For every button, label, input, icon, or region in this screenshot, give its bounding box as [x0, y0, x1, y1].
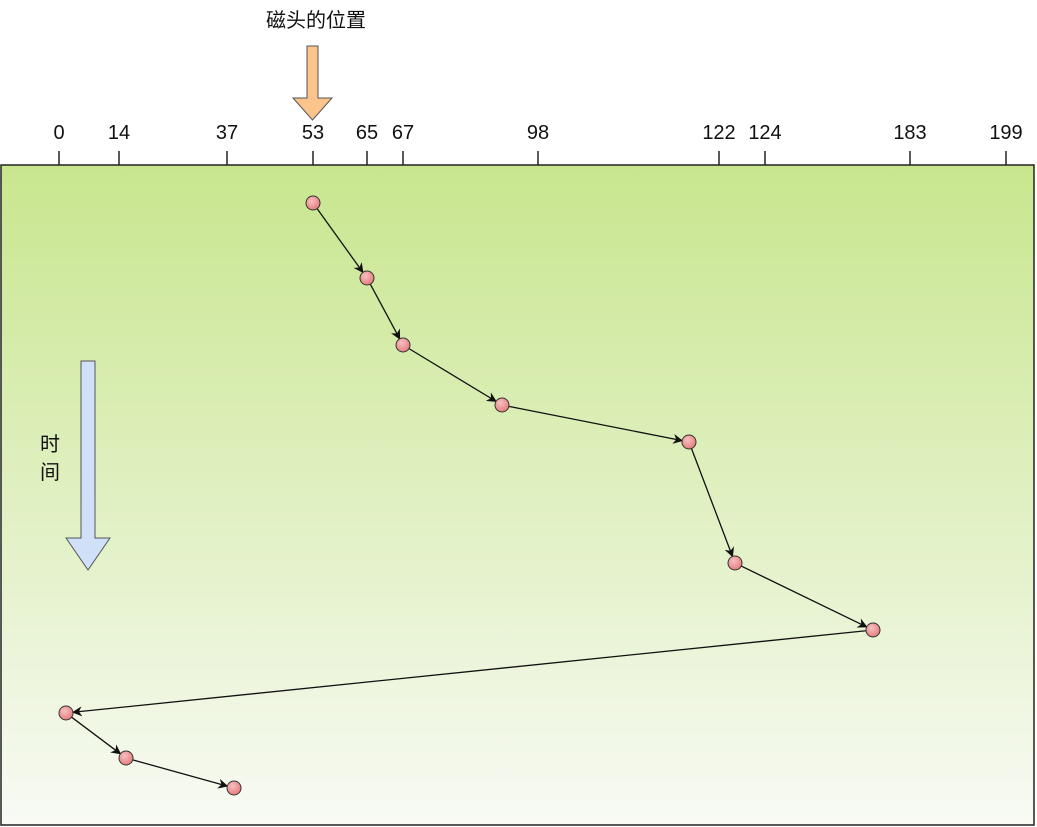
axis-tick-label: 98: [526, 122, 550, 144]
seek-arrow: [132, 759, 229, 789]
axis-tick-label: 65: [355, 122, 379, 144]
seek-arrow: [690, 448, 734, 558]
request-point: [58, 705, 74, 721]
seek-arrow: [369, 283, 401, 340]
axis-tick-label: 53: [301, 122, 325, 144]
seek-arrow: [71, 716, 122, 755]
request-point: [681, 434, 697, 450]
head-position-arrow-icon: [291, 45, 334, 121]
request-point: [727, 555, 743, 571]
request-point: [118, 750, 134, 766]
axis-tick-label: 199: [989, 122, 1023, 144]
axis-tick-label: 122: [702, 122, 736, 144]
time-arrow-icon: [65, 360, 111, 571]
seek-arrow: [316, 208, 364, 274]
request-point: [865, 622, 881, 638]
axis-tick-label: 183: [893, 122, 927, 144]
time-axis-label: 时间: [40, 432, 60, 484]
seek-arrow: [408, 348, 497, 402]
axis-tick-label: 0: [53, 122, 65, 144]
request-point: [305, 195, 321, 211]
seek-arrow: [508, 405, 684, 444]
seek-arrow: [741, 565, 868, 628]
axis-tick-label: 37: [215, 122, 239, 144]
request-point: [494, 397, 510, 413]
axis-tick-label: 67: [391, 122, 415, 144]
seek-arrow: [71, 630, 867, 717]
axis-tick-label: 124: [748, 122, 782, 144]
request-point: [395, 337, 411, 353]
request-point: [359, 270, 375, 286]
timeline-panel: [0, 164, 1035, 826]
request-point: [226, 780, 242, 796]
axis-tick-label: 14: [107, 122, 131, 144]
head-position-label: 磁头的位置: [266, 8, 366, 32]
